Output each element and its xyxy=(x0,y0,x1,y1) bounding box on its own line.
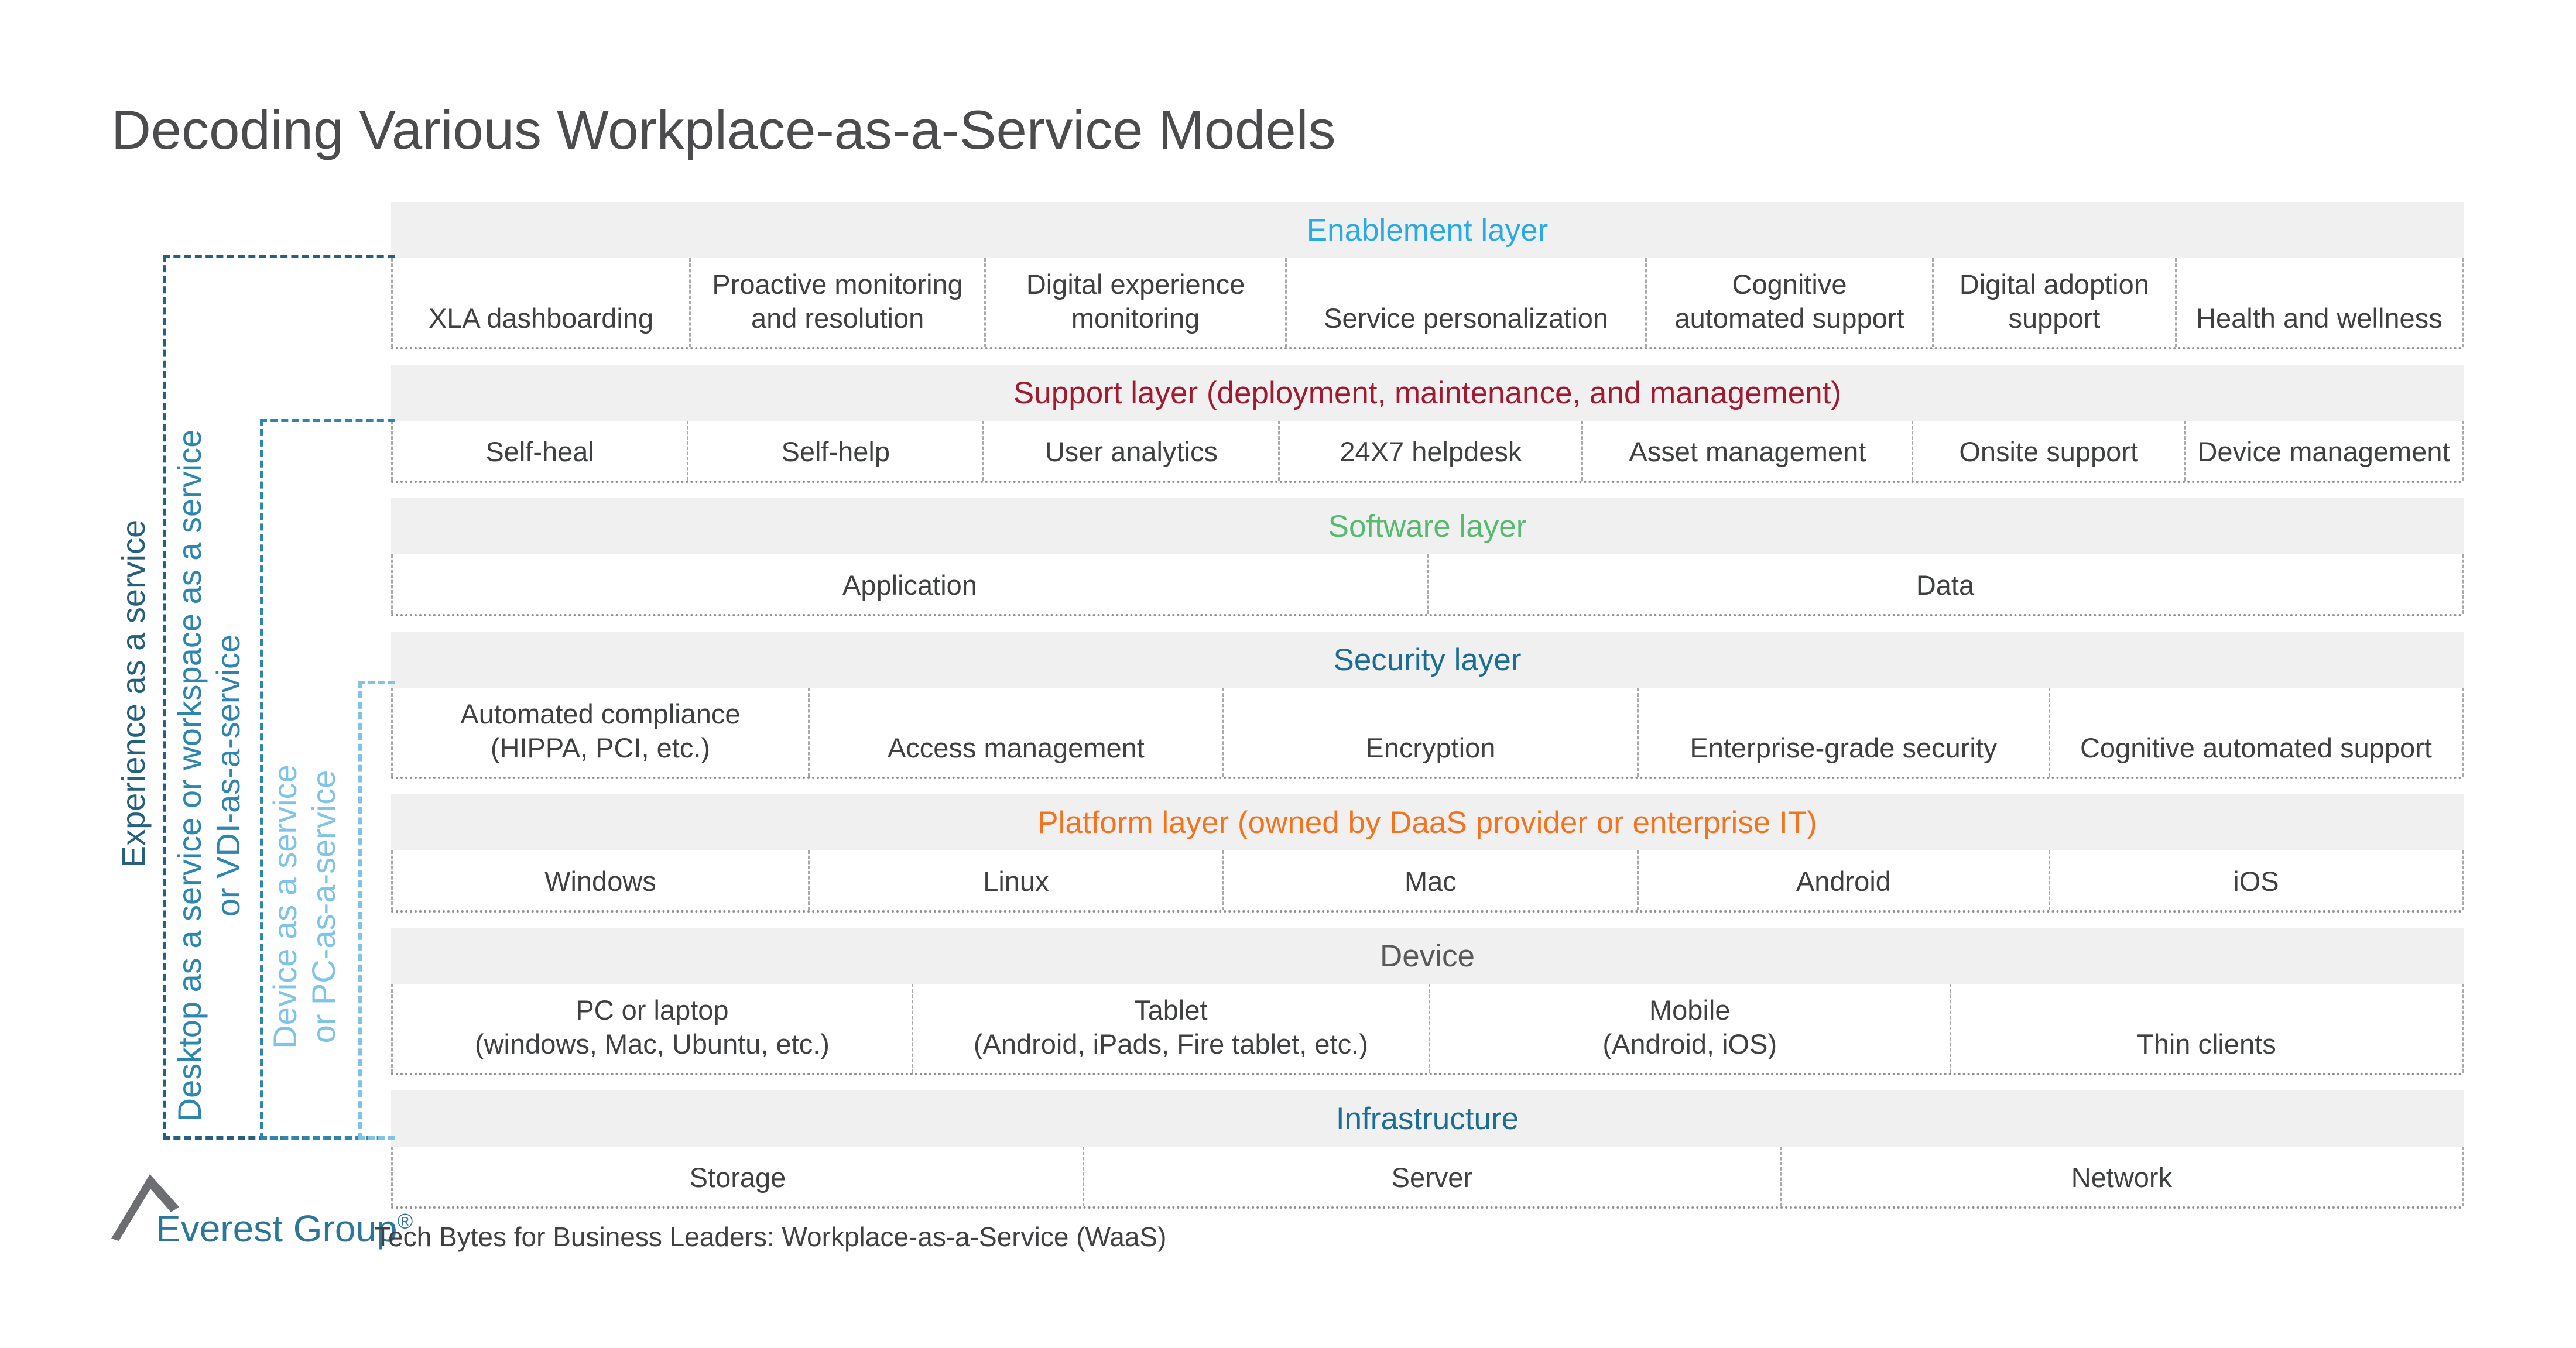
table-cell: Digital adoption support xyxy=(1931,258,2175,347)
table-cell: Storage xyxy=(391,1147,1083,1206)
table-cell: iOS xyxy=(2048,850,2464,910)
side-label-experience-as-a-service: Experience as a service xyxy=(115,519,152,868)
layer-title: Software layer xyxy=(1328,509,1527,544)
layer-header-enablement: Enablement layer xyxy=(391,202,2464,258)
layer-header-security: Security layer xyxy=(391,632,2464,688)
page-title: Decoding Various Workplace-as-a-Service … xyxy=(111,99,1336,160)
table-cell: Self-heal xyxy=(391,421,687,481)
table-cell: Digital experience monitoring xyxy=(984,258,1285,347)
table-cell: Mobile (Android, iOS) xyxy=(1428,984,1950,1073)
layer-block-platform: Platform layer (owned by DaaS provider o… xyxy=(391,794,2464,913)
mountain-logo-icon xyxy=(110,1172,193,1243)
layer-header-software: Software layer xyxy=(391,498,2464,554)
table-cell: Onsite support xyxy=(1912,421,2184,481)
table-cell: Encryption xyxy=(1222,688,1637,777)
table-cell: User analytics xyxy=(982,421,1278,481)
layer-title: Support layer (deployment, maintenance, … xyxy=(1013,375,1842,410)
table-cell: Service personalization xyxy=(1285,258,1645,347)
layer-cells-row: Application Data xyxy=(391,554,2464,616)
table-cell: 24X7 helpdesk xyxy=(1278,421,1581,481)
table-cell: Server xyxy=(1082,1147,1780,1206)
layer-header-support: Support layer (deployment, maintenance, … xyxy=(391,365,2464,421)
table-cell: Cognitive automated support xyxy=(1645,258,1932,347)
layer-block-software: Software layer Application Data xyxy=(391,498,2464,616)
table-cell: Cognitive automated support xyxy=(2048,688,2464,777)
table-cell: Mac xyxy=(1222,850,1637,910)
footer-caption: Tech Bytes for Business Leaders: Workpla… xyxy=(375,1222,1167,1252)
side-label-device-as-a-service: Device as a service or PC-as-a-service xyxy=(266,764,342,1049)
table-cell: Automated compliance (HIPPA, PCI, etc.) xyxy=(391,688,808,777)
bracket-desktop-as-a-service xyxy=(260,419,395,1140)
layer-cells-row: PC or laptop (windows, Mac, Ubuntu, etc.… xyxy=(391,984,2464,1075)
layer-title: Device xyxy=(1379,938,1475,973)
layer-title: Infrastructure xyxy=(1335,1101,1519,1136)
table-cell: Linux xyxy=(807,850,1222,910)
table-cell: Android xyxy=(1636,850,2049,910)
layer-header-infrastructure: Infrastructure xyxy=(391,1090,2464,1147)
layer-cells-row: Self-heal Self-help User analytics 24X7 … xyxy=(391,421,2464,483)
layer-cells-row: Automated compliance (HIPPA, PCI, etc.) … xyxy=(391,688,2464,779)
waas-layer-table: Enablement layer XLA dashboarding Proact… xyxy=(391,202,2464,1224)
layer-title: Platform layer (owned by DaaS provider o… xyxy=(1037,805,1817,840)
table-cell: Proactive monitoring and resolution xyxy=(689,258,984,347)
table-cell: Asset management xyxy=(1581,421,1912,481)
table-cell: Application xyxy=(391,554,1427,614)
registered-mark: ® xyxy=(397,1209,413,1233)
table-cell: XLA dashboarding xyxy=(391,258,689,347)
layer-header-platform: Platform layer (owned by DaaS provider o… xyxy=(391,794,2464,850)
layer-block-support: Support layer (deployment, maintenance, … xyxy=(391,365,2464,483)
table-cell: Network xyxy=(1779,1147,2464,1206)
layer-title: Security layer xyxy=(1333,642,1522,677)
layer-block-enablement: Enablement layer XLA dashboarding Proact… xyxy=(391,202,2464,349)
layer-cells-row: Windows Linux Mac Android iOS xyxy=(391,850,2464,913)
brand-text: Everest Group® xyxy=(156,1208,413,1250)
table-cell: Windows xyxy=(391,850,808,910)
layer-title: Enablement layer xyxy=(1306,212,1549,248)
layer-block-security: Security layer Automated compliance (HIP… xyxy=(391,632,2464,779)
table-cell: Access management xyxy=(807,688,1222,777)
layer-cells-row: XLA dashboarding Proactive monitoring an… xyxy=(391,258,2464,349)
table-cell: PC or laptop (windows, Mac, Ubuntu, etc.… xyxy=(391,984,912,1073)
table-cell: Self-help xyxy=(687,421,982,481)
table-cell: Enterprise-grade security xyxy=(1636,688,2049,777)
side-label-desktop-as-a-service: Desktop as a service or workspace as a s… xyxy=(171,429,246,1122)
table-cell: Tablet (Android, iPads, Fire tablet, etc… xyxy=(911,984,1429,1073)
table-cell: Data xyxy=(1426,554,2464,614)
layer-header-device: Device xyxy=(391,928,2464,984)
table-cell: Thin clients xyxy=(1949,984,2464,1073)
bracket-device-as-a-service xyxy=(358,681,395,1140)
table-cell: Device management xyxy=(2184,421,2464,481)
layer-block-device: Device PC or laptop (windows, Mac, Ubunt… xyxy=(391,928,2464,1075)
layer-cells-row: Storage Server Network xyxy=(391,1147,2464,1209)
table-cell: Health and wellness xyxy=(2174,258,2464,347)
layer-block-infrastructure: Infrastructure Storage Server Network xyxy=(391,1090,2464,1209)
